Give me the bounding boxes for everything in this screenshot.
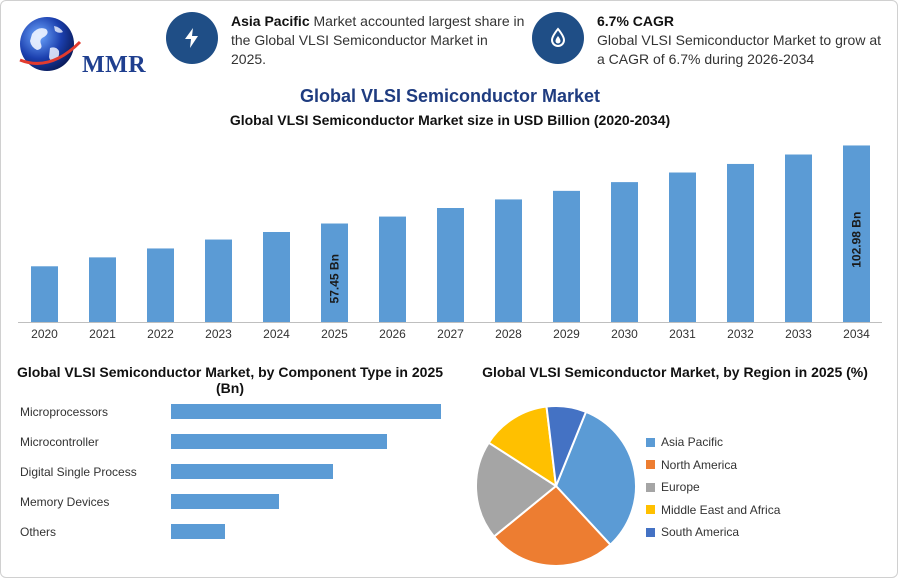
hbar-microprocessors: [171, 404, 441, 419]
data-label: 57.45 Bn: [328, 254, 342, 303]
x-tick-label: 2033: [785, 327, 812, 341]
x-tick-label: 2032: [727, 327, 754, 341]
x-tick-label: 2028: [495, 327, 522, 341]
highlight-body: Global VLSI Semiconductor Market to grow…: [597, 32, 882, 67]
highlight-text: Asia Pacific Market accounted largest sh…: [231, 12, 526, 69]
bar-2032: [727, 163, 754, 322]
category-label: Microcontroller: [20, 435, 99, 449]
pie-legend: Asia Pacific North America Europe Middle Ea…: [646, 431, 780, 544]
legend-label: Asia Pacific: [661, 435, 724, 450]
highlight-body: Market accounted largest share in the Gl…: [231, 13, 525, 67]
flame-drop-icon: [532, 12, 584, 64]
highlight-cagr: 6.7% CAGR Global VLSI Semiconductor Mark…: [532, 12, 892, 69]
legend-item: Asia Pacific: [646, 431, 780, 454]
bar-2021: [89, 257, 116, 322]
legend-item: Europe: [646, 476, 780, 499]
category-label: Others: [20, 525, 56, 539]
x-tick-label: 2021: [89, 327, 116, 341]
x-tick-label: 2022: [147, 327, 174, 341]
x-tick-label: 2026: [379, 327, 406, 341]
bar-2024: [263, 232, 290, 322]
logo-text: MMR: [82, 52, 147, 78]
pie-slice-asia-pacific: [554, 410, 637, 547]
market-size-bar-chart: 2020 2021 2022 2023 2024 2025 57.45 Bn 2026 2027…: [18, 145, 882, 341]
legend-swatch: [646, 482, 655, 492]
data-label: 102.98 Bn: [850, 212, 864, 268]
bar-2031: [669, 172, 696, 322]
bar-2022: [147, 248, 174, 322]
bar-2027: [437, 208, 464, 322]
pie-slice-south-america: [545, 405, 588, 487]
legend-item: South America: [646, 521, 780, 544]
hbar-others: [171, 524, 225, 539]
x-tick-label: 2020: [31, 327, 58, 341]
pie-slice-europe: [475, 441, 558, 538]
x-tick-label: 2030: [611, 327, 638, 341]
x-tick-label: 2024: [263, 327, 290, 341]
pie-slice-north-america: [492, 484, 612, 567]
highlight-bold: 6.7% CAGR: [597, 13, 675, 29]
legend-swatch: [646, 460, 655, 470]
component-type-bar-chart: Microprocessors Microcontroller Digital Si…: [20, 404, 441, 539]
legend-swatch: [646, 527, 655, 537]
legend-label: South America: [661, 525, 740, 540]
x-tick-label: 2034: [843, 327, 870, 341]
bar-2033: [785, 154, 812, 322]
region-chart-title: Global VLSI Semiconductor Market, by Reg…: [482, 364, 868, 380]
bar-2030: [611, 182, 638, 322]
bar-2025: [321, 223, 348, 322]
bar-2020: [31, 266, 58, 322]
legend-swatch: [646, 505, 655, 515]
legend-label: Europe: [661, 480, 700, 495]
x-tick-label: 2025: [321, 327, 348, 341]
hbar-memory-devices: [171, 494, 279, 509]
bar-2028: [495, 199, 522, 322]
x-tick-label: 2023: [205, 327, 232, 341]
bar-2026: [379, 216, 406, 322]
x-tick-label: 2027: [437, 327, 464, 341]
highlight-asia-pacific: Asia Pacific Market accounted largest sh…: [166, 12, 526, 69]
category-label: Memory Devices: [20, 495, 109, 509]
bar-2034: [843, 145, 870, 322]
legend-item: Middle East and Africa: [646, 499, 780, 522]
chart-subtitle: Global VLSI Semiconductor Market size in…: [229, 112, 671, 128]
hbar-digital-single-process: [171, 464, 333, 479]
lightning-icon: [166, 12, 218, 64]
x-tick-label: 2031: [669, 327, 696, 341]
region-pie-chart: [475, 405, 637, 567]
bar-2029: [553, 190, 580, 322]
globe-icon: [19, 17, 82, 71]
legend-swatch: [646, 437, 655, 447]
legend-item: North America: [646, 454, 780, 477]
pie-slice-middle-east-and-africa: [487, 405, 558, 488]
highlight-text: 6.7% CAGR Global VLSI Semiconductor Mark…: [597, 12, 887, 69]
category-label: Microprocessors: [20, 405, 108, 419]
hbar-microcontroller: [171, 434, 387, 449]
highlight-bold: Asia Pacific: [231, 13, 310, 29]
chart-title: Global VLSI Semiconductor Market: [299, 86, 601, 106]
component-chart-title: Global VLSI Semiconductor Market, by Com…: [16, 364, 444, 396]
category-label: Digital Single Process: [20, 465, 137, 479]
legend-label: Middle East and Africa: [661, 502, 781, 517]
mmr-logo: MMR: [14, 8, 147, 78]
bar-2023: [205, 239, 232, 322]
x-tick-label: 2029: [553, 327, 580, 341]
legend-label: North America: [661, 457, 738, 472]
